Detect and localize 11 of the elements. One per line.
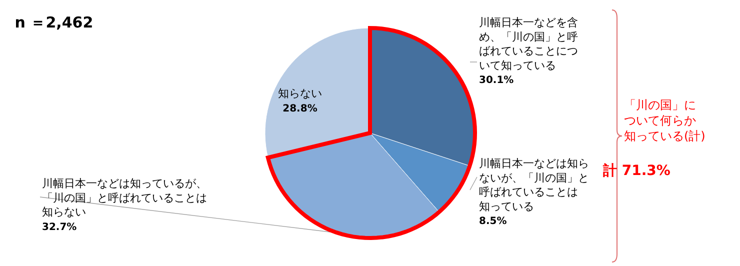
chart-title: n ＝2,462	[14, 13, 94, 32]
data-label: 32.7%	[42, 222, 77, 233]
slice-label: 川幅日本一などは知っているが、「川の国」と呼ばれていることは知らない	[42, 177, 207, 219]
pie-slice	[264, 28, 370, 158]
text: 「川の国」について何らか知っている(計)	[624, 98, 706, 144]
slice-label: 知らない	[278, 87, 322, 100]
slice-label: 川幅日本一などは知らないが、「川の国」と呼ばれていることは知っている	[479, 157, 589, 213]
data-label: 28.8%	[282, 103, 318, 114]
data-label: 8.5%	[479, 216, 507, 228]
data-label: 30.1%	[479, 75, 514, 86]
slice-label: 川幅日本一などを含め、「川の国」と呼ばれていることについて知っている	[479, 16, 578, 72]
